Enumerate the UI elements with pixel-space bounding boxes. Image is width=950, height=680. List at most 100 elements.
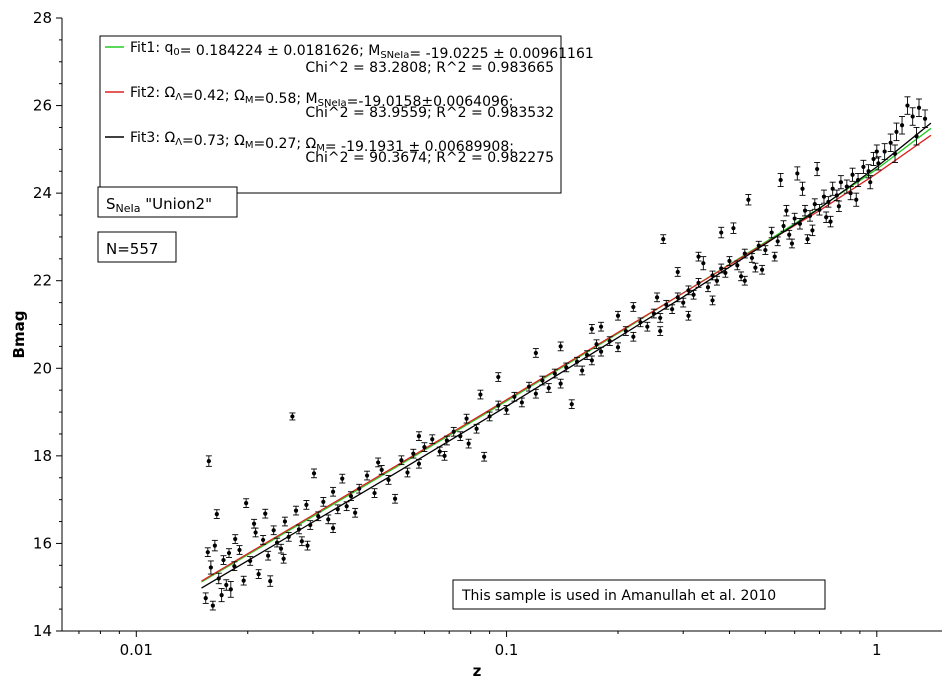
- data-marker: [735, 263, 740, 268]
- data-point: [788, 238, 795, 249]
- data-marker: [533, 391, 538, 396]
- data-marker: [266, 553, 271, 558]
- data-point: [280, 553, 287, 564]
- data-point: [450, 426, 457, 437]
- data-marker: [219, 592, 224, 598]
- legend-text-part: = 0.184224 ± 0.0181626; M: [180, 43, 381, 59]
- data-point: [518, 397, 525, 408]
- data-marker: [797, 221, 803, 226]
- data-marker: [376, 460, 381, 465]
- data-marker: [574, 359, 580, 364]
- data-point: [853, 192, 860, 207]
- data-marker: [379, 467, 384, 472]
- data-marker: [664, 302, 669, 307]
- data-marker: [701, 261, 706, 266]
- data-point: [588, 324, 595, 334]
- data-marker: [340, 476, 345, 481]
- data-point: [915, 98, 922, 117]
- y-tick-label: 14: [33, 622, 52, 640]
- data-marker: [675, 295, 680, 300]
- data-marker: [910, 114, 915, 119]
- data-marker: [826, 199, 831, 204]
- data-marker: [594, 342, 599, 347]
- data-point: [274, 537, 281, 548]
- data-point: [904, 96, 911, 115]
- data-point: [804, 234, 811, 244]
- data-marker: [686, 313, 691, 318]
- data-marker: [759, 267, 765, 272]
- data-point: [364, 470, 371, 481]
- data-point: [320, 497, 327, 507]
- data-marker: [216, 576, 221, 581]
- data-point: [827, 215, 834, 228]
- legend-stats-3: Chi^2 = 90.3674; R^2 = 0.982275: [305, 150, 554, 166]
- data-point: [481, 451, 488, 462]
- data-point: [457, 431, 464, 441]
- data-point: [255, 569, 262, 579]
- data-marker: [321, 499, 326, 504]
- data-point: [392, 493, 399, 504]
- data-point: [526, 381, 533, 392]
- fit-curve-1: [201, 127, 932, 583]
- data-marker: [311, 471, 317, 476]
- data-point: [303, 500, 310, 510]
- data-marker: [296, 527, 302, 532]
- data-point: [833, 189, 840, 202]
- data-point: [226, 548, 233, 558]
- y-axis-label: Bmag: [10, 311, 28, 359]
- data-point: [909, 107, 916, 126]
- data-marker: [430, 437, 435, 442]
- data-marker: [727, 258, 732, 264]
- legend-subscript: M: [316, 143, 325, 154]
- data-point: [823, 211, 830, 223]
- data-point: [356, 483, 363, 494]
- data-point: [304, 540, 311, 551]
- data-point: [700, 256, 707, 271]
- data-marker: [405, 470, 410, 475]
- data-marker: [210, 603, 215, 608]
- data-marker: [487, 414, 492, 419]
- sample-label: SNeIa "Union2": [106, 195, 212, 215]
- data-marker: [631, 304, 636, 310]
- data-marker: [308, 522, 313, 528]
- data-marker: [810, 228, 815, 233]
- x-tick-label: 0.01: [120, 641, 153, 659]
- data-marker: [658, 328, 663, 334]
- data-point: [325, 514, 332, 525]
- data-marker: [233, 536, 238, 542]
- data-point: [311, 468, 318, 479]
- data-marker: [208, 565, 213, 570]
- data-point: [922, 109, 929, 128]
- data-marker: [651, 311, 656, 316]
- data-marker: [256, 571, 261, 577]
- x-tick-label: 1: [872, 641, 882, 659]
- data-marker: [437, 449, 442, 454]
- data-point: [867, 175, 874, 190]
- data-marker: [458, 434, 463, 439]
- data-marker: [580, 368, 585, 373]
- data-point: [598, 346, 605, 357]
- data-marker: [244, 501, 249, 506]
- data-point: [209, 600, 216, 611]
- data-marker: [482, 454, 487, 459]
- annotations: SNeIa "Union2" N=557 This sample is used i…: [97, 186, 826, 610]
- legend-text-part: =0.27; Ω: [253, 136, 316, 152]
- data-marker: [526, 384, 532, 389]
- data-point: [495, 400, 502, 411]
- data-marker: [464, 416, 469, 421]
- data-marker: [206, 459, 211, 464]
- data-marker: [800, 186, 805, 191]
- data-point: [755, 240, 762, 251]
- data-marker: [584, 353, 590, 358]
- data-marker: [696, 254, 701, 259]
- data-point: [339, 473, 346, 484]
- data-point: [806, 210, 813, 222]
- data-marker: [775, 239, 780, 244]
- data-point: [371, 488, 378, 498]
- data-point: [881, 143, 888, 160]
- data-marker: [478, 392, 483, 397]
- data-marker: [861, 164, 866, 169]
- data-marker: [422, 445, 427, 450]
- data-marker: [274, 540, 280, 545]
- data-marker: [866, 169, 871, 174]
